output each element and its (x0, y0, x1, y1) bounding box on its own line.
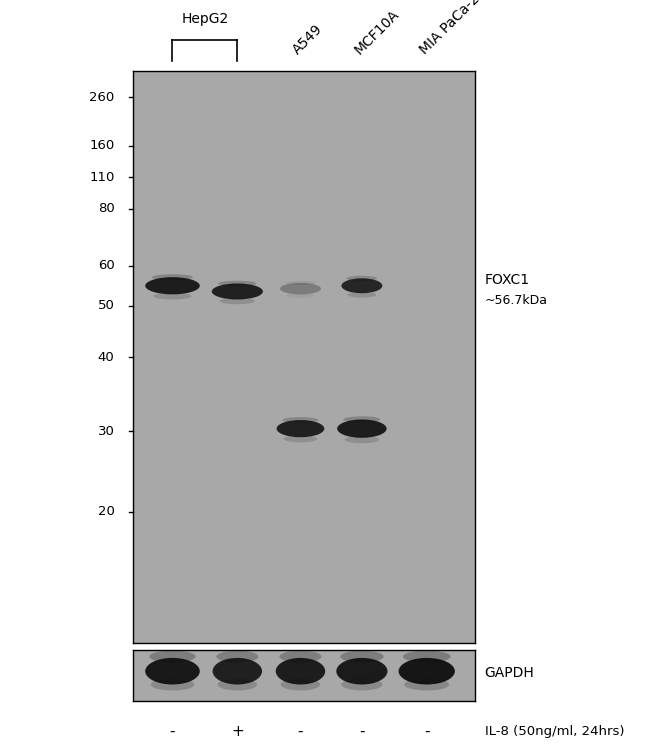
Ellipse shape (153, 293, 192, 299)
Ellipse shape (337, 420, 387, 438)
Text: FOXC1: FOXC1 (485, 273, 530, 287)
Ellipse shape (340, 650, 383, 663)
Ellipse shape (344, 436, 379, 443)
Ellipse shape (145, 658, 200, 684)
Ellipse shape (151, 678, 194, 690)
Text: -: - (298, 724, 303, 739)
Text: -: - (424, 724, 430, 739)
Ellipse shape (341, 278, 382, 293)
Text: 30: 30 (98, 425, 114, 438)
Ellipse shape (343, 417, 380, 423)
Ellipse shape (348, 292, 376, 298)
Ellipse shape (220, 298, 255, 305)
Ellipse shape (346, 276, 377, 281)
Text: MIA PaCa-2: MIA PaCa-2 (417, 0, 482, 57)
Ellipse shape (218, 280, 257, 287)
Ellipse shape (286, 293, 315, 298)
Text: 260: 260 (89, 91, 114, 104)
Ellipse shape (152, 274, 193, 280)
Text: +: + (231, 724, 244, 739)
Text: 50: 50 (98, 299, 114, 312)
Text: 40: 40 (98, 350, 114, 364)
Ellipse shape (145, 277, 200, 294)
Text: ~56.7kDa: ~56.7kDa (485, 293, 548, 307)
Ellipse shape (216, 650, 258, 663)
Ellipse shape (150, 650, 196, 663)
Text: A549: A549 (291, 22, 326, 57)
Text: MCF10A: MCF10A (352, 7, 402, 57)
Ellipse shape (336, 658, 387, 684)
Ellipse shape (341, 678, 382, 690)
Text: -: - (359, 724, 365, 739)
Text: 110: 110 (89, 171, 114, 183)
Ellipse shape (277, 420, 324, 437)
Text: IL-8 (50ng/ml, 24hrs): IL-8 (50ng/ml, 24hrs) (485, 725, 624, 738)
Ellipse shape (285, 281, 316, 285)
Text: 20: 20 (98, 505, 114, 518)
Ellipse shape (218, 678, 257, 690)
Text: -: - (170, 724, 176, 739)
Text: 60: 60 (98, 259, 114, 272)
Text: HepG2: HepG2 (181, 12, 229, 26)
Ellipse shape (398, 658, 455, 684)
Ellipse shape (280, 650, 322, 663)
Ellipse shape (403, 650, 450, 663)
Ellipse shape (284, 435, 317, 442)
Ellipse shape (213, 658, 262, 684)
Ellipse shape (280, 283, 321, 294)
Text: 160: 160 (89, 139, 114, 152)
Ellipse shape (281, 678, 320, 690)
Ellipse shape (212, 284, 263, 299)
Ellipse shape (404, 678, 449, 690)
Ellipse shape (276, 658, 325, 684)
Text: GAPDH: GAPDH (485, 666, 534, 680)
Ellipse shape (283, 417, 318, 423)
Text: 80: 80 (98, 202, 114, 215)
